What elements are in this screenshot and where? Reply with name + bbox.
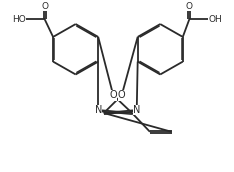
- Text: O: O: [110, 90, 117, 100]
- Text: N: N: [95, 105, 102, 115]
- Text: OH: OH: [208, 15, 222, 24]
- Text: HO: HO: [12, 15, 26, 24]
- Text: N: N: [133, 105, 140, 115]
- Text: O: O: [41, 2, 48, 11]
- Text: O: O: [186, 2, 193, 11]
- Text: O: O: [118, 90, 125, 100]
